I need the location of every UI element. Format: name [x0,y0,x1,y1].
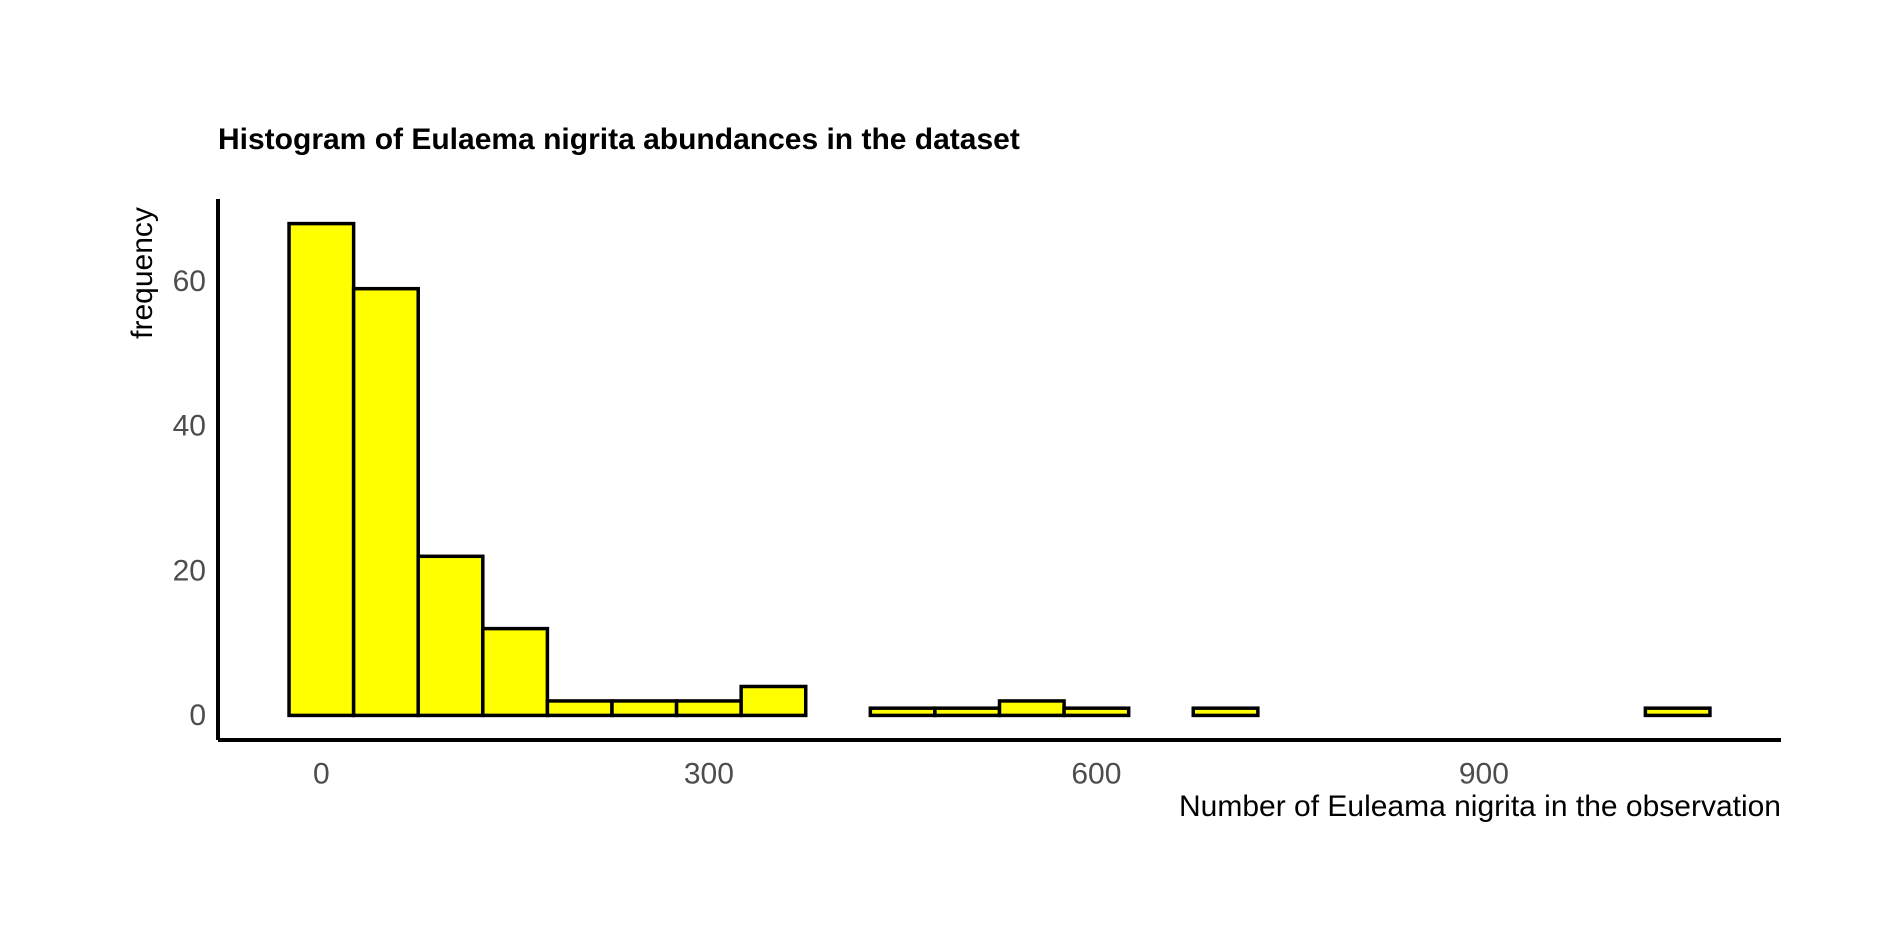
histogram-bar-12 [1062,706,1131,718]
x-tick-label-2: 600 [1071,758,1121,791]
histogram-bar-11 [997,699,1066,718]
histogram-bar-14 [1191,706,1260,718]
y-tick-label-0: 0 [189,699,206,732]
histogram-bar-0 [287,221,356,718]
histogram-bar-5 [610,699,679,718]
histogram-bar-3 [481,626,550,718]
y-axis-title: frequency [126,207,159,339]
histogram-bar-1 [351,286,420,718]
histogram-bars [287,221,1712,718]
histogram-bar-4 [545,699,614,718]
y-tick-label-3: 60 [173,265,206,298]
y-tick-label-2: 40 [173,410,206,443]
histogram-bar-7 [739,684,808,718]
x-axis-title: Number of Euleama nigrita in the observa… [1179,790,1781,823]
chart-title: Histogram of Eulaema nigrita abundances … [218,123,1020,156]
histogram-bar-2 [416,554,485,718]
x-tick-label-0: 0 [313,758,330,791]
histogram-bar-21 [1643,706,1712,718]
x-tick-label-1: 300 [684,758,734,791]
x-axis-ticks: 0 300 600 900 [313,758,1509,791]
y-tick-label-1: 20 [173,554,206,587]
histogram-bar-10 [933,706,1002,718]
y-axis-ticks: 0 20 40 60 [173,265,206,732]
x-tick-label-3: 900 [1459,758,1509,791]
histogram-bar-6 [674,699,743,718]
histogram-bar-9 [868,706,937,718]
